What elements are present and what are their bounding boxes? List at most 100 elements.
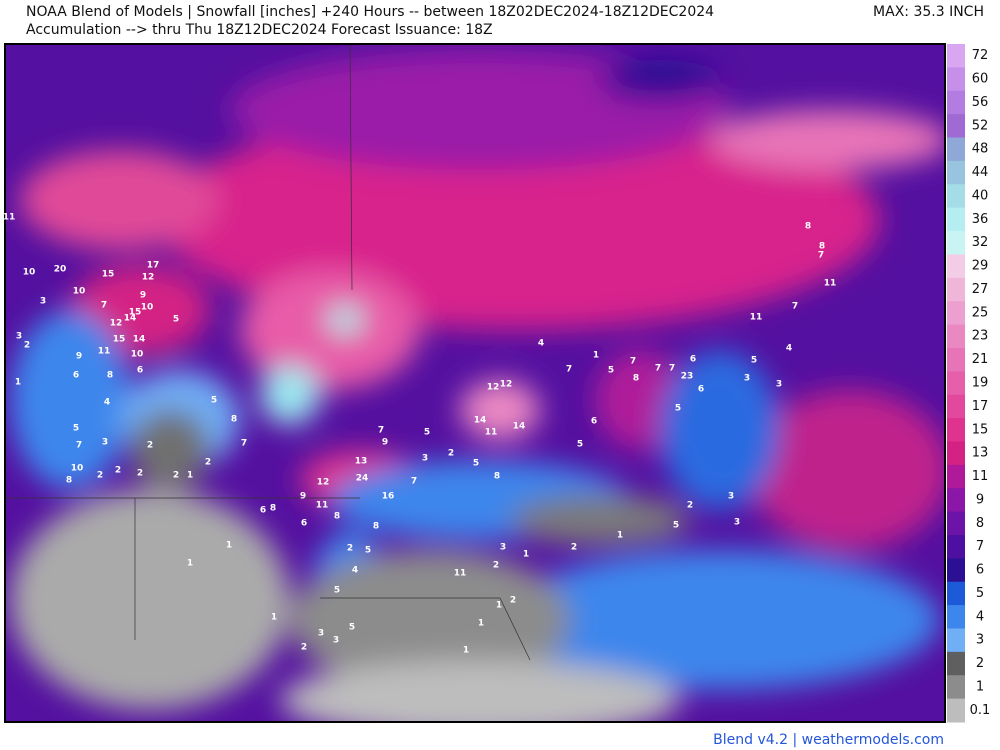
- colorbar-swatch: [947, 347, 965, 372]
- colorbar: 7260565248444036322927252321191715131198…: [947, 44, 990, 723]
- map-label: 8: [373, 522, 379, 532]
- map-label: 3: [333, 636, 339, 646]
- colorbar-label: 3: [976, 633, 984, 648]
- map-label: 15: [113, 335, 126, 345]
- map-label: 9: [140, 291, 146, 301]
- map-label: 5: [211, 396, 217, 406]
- map-label: 3: [16, 332, 22, 342]
- map-label: 20: [54, 265, 67, 275]
- map-label: 6: [137, 366, 143, 376]
- map-label: 3: [318, 629, 324, 639]
- colorbar-label: 44: [972, 165, 989, 180]
- colorbar-swatch: [947, 254, 965, 279]
- map-label: 3: [102, 438, 108, 448]
- map-label: 17: [147, 261, 160, 271]
- colorbar-swatch: [947, 231, 965, 255]
- map-label: 7: [792, 302, 798, 312]
- colorbar-label: 60: [972, 72, 989, 87]
- colorbar-swatch: [947, 324, 965, 349]
- map-label: 6: [698, 385, 704, 395]
- map-label: 11: [485, 428, 498, 438]
- colorbar-label: 4: [976, 609, 984, 624]
- colorbar-label: 17: [972, 399, 989, 414]
- map-label: 10: [141, 303, 154, 313]
- colorbar-label: 13: [972, 446, 989, 461]
- colorbar-label: 23: [972, 329, 989, 344]
- colorbar-label: 2: [976, 656, 984, 671]
- map-label: 10: [23, 268, 36, 278]
- colorbar-swatch: [947, 184, 965, 209]
- map-label: 16: [382, 492, 395, 502]
- map-label: 7: [566, 365, 572, 375]
- map-label: 1: [617, 531, 623, 541]
- map-label: 3: [422, 454, 428, 464]
- colorbar-label: 48: [972, 142, 989, 157]
- map-field: [5, 44, 945, 722]
- map-label: 10: [73, 287, 86, 297]
- map-label: 12: [110, 319, 123, 329]
- map-label: 11: [3, 213, 16, 223]
- colorbar-swatch: [947, 675, 965, 700]
- map-label: 6: [73, 371, 79, 381]
- map-label: 5: [608, 366, 614, 376]
- map-label: 1: [496, 601, 502, 611]
- colorbar-swatch: [947, 301, 965, 326]
- colorbar-swatch: [947, 581, 965, 606]
- map-label: 2: [571, 543, 577, 553]
- map-label: 9: [76, 352, 82, 362]
- map-label: 13: [355, 457, 368, 467]
- map-label: 6: [591, 417, 597, 427]
- map-label: 1: [226, 541, 232, 551]
- map-label: 2: [24, 341, 30, 351]
- map-label: 1: [187, 471, 193, 481]
- colorbar-label: 6: [976, 563, 984, 578]
- map-label: 5: [424, 428, 430, 438]
- map-label: 12: [317, 478, 330, 488]
- colorbar-label: 40: [972, 188, 989, 203]
- map-label: 2: [115, 466, 121, 476]
- map-label: 4: [352, 566, 358, 576]
- map-label: 8: [107, 371, 113, 381]
- map-label: 7: [630, 357, 636, 367]
- map-label: 5: [473, 459, 479, 469]
- map-label: 7: [669, 364, 675, 374]
- max-value: MAX: 35.3 INCH: [873, 4, 984, 20]
- map-label: 6: [260, 506, 266, 516]
- colorbar-swatch: [947, 67, 965, 92]
- map-label: 5: [673, 521, 679, 531]
- map-label: 7: [411, 477, 417, 487]
- map-label: 1: [463, 646, 469, 656]
- map-label: 14: [513, 422, 526, 432]
- map-label: 15: [102, 270, 115, 280]
- map-label: 2: [347, 544, 353, 554]
- map-label: 5: [751, 356, 757, 366]
- map-label: 1: [523, 550, 529, 560]
- colorbar-label: 11: [972, 469, 989, 484]
- map-label: 1: [187, 559, 193, 569]
- colorbar-swatch: [947, 160, 965, 185]
- map-label: 11: [824, 279, 837, 289]
- map-label: 23: [681, 372, 694, 382]
- colorbar-swatch: [947, 137, 965, 162]
- map-label: 5: [577, 440, 583, 450]
- colorbar-label: 9: [976, 492, 984, 507]
- map-label: 11: [316, 501, 329, 511]
- colorbar-label: 7: [976, 539, 984, 554]
- map-label: 14: [133, 335, 146, 345]
- map-label: 3: [728, 492, 734, 502]
- colorbar-label: 52: [972, 118, 989, 133]
- map-label: 3: [500, 543, 506, 553]
- map-label: 1: [15, 378, 21, 388]
- colorbar-swatch: [947, 628, 965, 653]
- colorbar-label: 72: [972, 48, 989, 63]
- colorbar-swatch: [947, 277, 965, 302]
- map-label: 9: [300, 492, 306, 502]
- colorbar-swatch: [947, 90, 965, 115]
- colorbar-swatch: [947, 207, 965, 232]
- map-label: 15: [129, 308, 142, 318]
- map-label: 3: [744, 374, 750, 384]
- map-label: 5: [334, 586, 340, 596]
- map-label: 6: [301, 519, 307, 529]
